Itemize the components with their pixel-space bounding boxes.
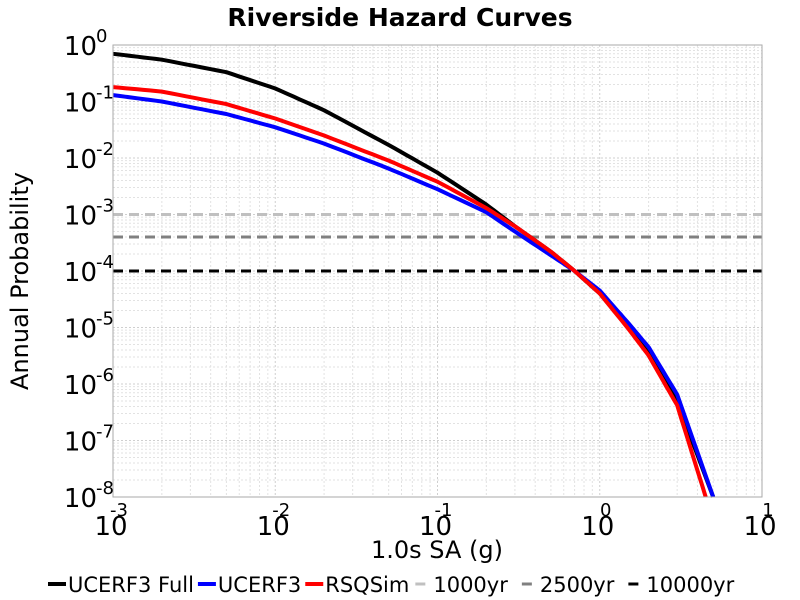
y-tick-base: 10 (64, 484, 97, 514)
legend-item: UCERF3 (197, 573, 301, 597)
legend-label: 10000yr (646, 573, 734, 597)
y-tick-label: 10 -4 (64, 252, 114, 288)
legend-label: RSQSim (325, 573, 409, 597)
x-tick-base: 10 (743, 512, 776, 542)
y-tick-label: 10 -7 (64, 422, 114, 458)
y-tick-label: 10 -1 (64, 83, 114, 119)
y-tick-exponent: -2 (96, 139, 114, 160)
y-tick-base: 10 (64, 32, 97, 62)
series-line-rsqsim (112, 85, 708, 498)
x-tick-label: 10-2 (257, 500, 291, 542)
x-tick-exponent: 0 (600, 500, 611, 521)
legend-item: RSQSim (305, 573, 409, 597)
y-tick-exponent: -7 (96, 422, 114, 443)
series-line-ucerf3 (112, 93, 716, 498)
x-tick-exponent: -3 (110, 500, 128, 521)
y-axis-label: Annual Probability (6, 172, 34, 390)
legend-label: UCERF3 (218, 573, 301, 597)
x-tick-label: 10-1 (419, 500, 453, 542)
x-axis-label: 1.0s SA (g) (371, 536, 503, 564)
y-tick-label: 10 -3 (64, 196, 114, 232)
series-layer (112, 51, 762, 498)
x-tick-label: 10-3 (94, 500, 128, 542)
y-tick-exponent: -4 (96, 252, 114, 273)
y-tick-base: 10 (64, 145, 97, 175)
x-tick-exponent: 1 (762, 500, 773, 521)
x-tick-exponent: -1 (435, 500, 453, 521)
x-tick-base: 10 (257, 512, 290, 542)
y-tick-label: 10 0 (64, 26, 108, 62)
x-tick-base: 10 (94, 512, 127, 542)
legend-label: 1000yr (433, 573, 508, 597)
x-tick-label: 100 (581, 500, 614, 542)
y-tick-exponent: -6 (96, 365, 114, 386)
x-tick-base: 10 (419, 512, 452, 542)
x-tick-label: 101 (743, 500, 776, 542)
legend-item: 10000yr (628, 573, 735, 597)
y-tick-exponent: 0 (96, 26, 107, 47)
legend-item: 2500yr (521, 573, 615, 597)
y-tick-label: 10 -6 (64, 365, 114, 401)
y-tick-base: 10 (64, 371, 97, 401)
y-tick-base: 10 (64, 258, 97, 288)
y-tick-base: 10 (64, 428, 97, 458)
y-tick-base: 10 (64, 89, 97, 119)
legend-item: UCERF3 Full (48, 573, 194, 597)
chart-title: Riverside Hazard Curves (227, 3, 572, 32)
y-tick-label: 10 -5 (64, 309, 114, 345)
x-tick-exponent: -2 (272, 500, 290, 521)
y-tick-exponent: -5 (96, 309, 114, 330)
y-tick-label: 10 -2 (64, 139, 114, 175)
y-tick-label: 10 -8 (64, 478, 114, 514)
y-tick-exponent: -1 (96, 83, 114, 104)
y-tick-base: 10 (64, 315, 97, 345)
plot-frame (112, 44, 763, 498)
y-tick-exponent: -3 (96, 196, 114, 217)
legend: UCERF3 Full UCERF3 RSQSim 1000yr 2500yr 10000… (48, 573, 735, 597)
legend-label: UCERF3 Full (68, 573, 194, 597)
legend-label: 2500yr (540, 573, 615, 597)
y-tick-base: 10 (64, 202, 97, 232)
legend-item: 1000yr (415, 573, 508, 597)
x-tick-base: 10 (581, 512, 614, 542)
y-tick-exponent: -8 (96, 478, 114, 499)
